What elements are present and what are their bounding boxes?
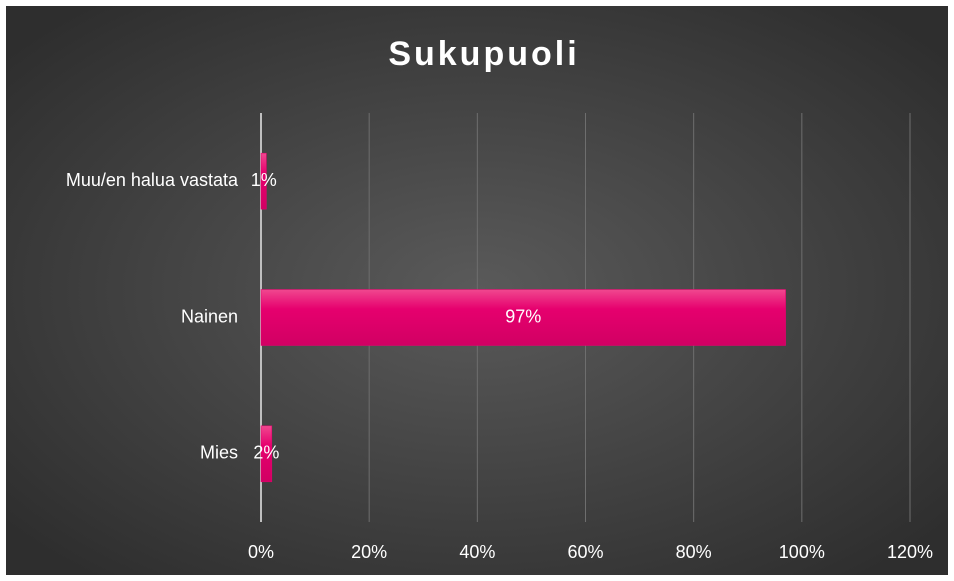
y-tick-label: Mies [200, 443, 238, 463]
bar [260, 425, 273, 483]
x-tick-label: 20% [351, 542, 387, 562]
y-tick-label: Muu/en halua vastata [66, 170, 239, 190]
y-tick-label: Nainen [181, 306, 238, 326]
x-tick-label: 60% [567, 542, 603, 562]
x-tick-label: 120% [887, 542, 933, 562]
x-tick-label: 100% [779, 542, 825, 562]
x-tick-label: 40% [459, 542, 495, 562]
x-tick-label: 0% [248, 542, 274, 562]
x-tick-label: 80% [676, 542, 712, 562]
chart-title: Sukupuoli [388, 35, 579, 73]
bar [260, 289, 786, 346]
data-label: 1% [251, 170, 277, 190]
bar [260, 152, 267, 210]
data-label: 2% [253, 443, 279, 463]
data-label: 97% [505, 306, 541, 326]
